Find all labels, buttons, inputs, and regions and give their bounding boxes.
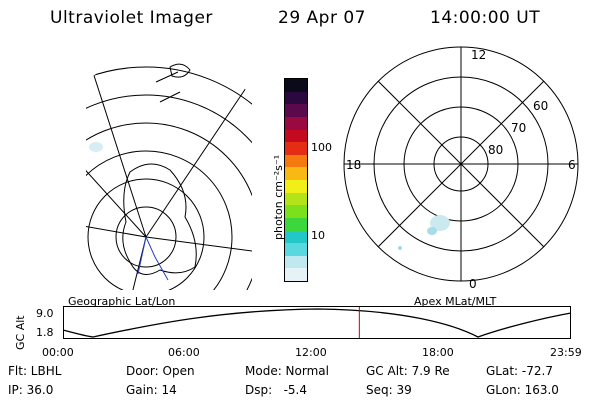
mlt-label-18: 18 — [346, 158, 361, 172]
info-ip: IP: 36.0 — [8, 383, 54, 397]
colorbar-segment — [285, 268, 307, 281]
time-label: 14:00:00 UT — [430, 8, 541, 28]
mlt-label-6: 6 — [568, 158, 576, 172]
geo-panel-label: Geographic Lat/Lon — [68, 295, 176, 308]
altitude-ytick-max: 9.0 — [36, 307, 54, 320]
polar-panel-label: Apex MLat/MLT — [414, 295, 497, 308]
info-glat: GLat: -72.7 — [486, 364, 553, 378]
altitude-ytick-min: 1.8 — [36, 326, 54, 339]
altitude-xtick-0: 00:00 — [42, 346, 74, 359]
colorbar-segment — [285, 104, 307, 117]
colorbar-segment — [285, 217, 307, 231]
colorbar-segment — [285, 230, 307, 244]
info-mode: Mode: Normal — [245, 364, 329, 378]
info-seq: Seq: 39 — [366, 383, 412, 397]
colorbar-tick-100: 100 — [311, 141, 332, 154]
colorbar-segment — [285, 192, 307, 206]
colorbar-segment — [285, 129, 307, 143]
info-door: Door: Open — [126, 364, 195, 378]
info-gain: Gain: 14 — [126, 383, 177, 397]
colorbar-segment — [285, 142, 307, 155]
colorbar — [284, 78, 308, 282]
mlt-label-12: 12 — [471, 48, 486, 62]
colorbar-segment — [285, 180, 307, 193]
altitude-xtick-3: 18:00 — [422, 346, 454, 359]
colorbar-segment — [285, 205, 307, 218]
colorbar-segment — [285, 79, 307, 92]
info-gc-alt: GC Alt: 7.9 Re — [366, 364, 450, 378]
mlat-label-70: 70 — [511, 121, 526, 135]
altitude-ylabel: GC Alt — [14, 315, 27, 350]
mlat-label-80: 80 — [488, 143, 503, 157]
colorbar-unit-label: photon cm⁻²s⁻¹ — [272, 154, 285, 240]
colorbar-tick-10: 10 — [311, 229, 325, 242]
date-label: 29 Apr 07 — [278, 8, 366, 28]
colorbar-segment — [285, 116, 307, 130]
mlt-label-0: 0 — [469, 277, 477, 290]
app-title: Ultraviolet Imager — [50, 8, 213, 28]
info-dsp: Dsp: -5.4 — [245, 383, 308, 397]
header: Ultraviolet Imager 29 Apr 07 14:00:00 UT — [0, 0, 600, 40]
geographic-map — [86, 50, 252, 290]
altitude-xtick-2: 12:00 — [295, 346, 327, 359]
polar-plot: 12 0 18 6 60 70 80 — [343, 46, 579, 290]
colorbar-segment — [285, 154, 307, 168]
colorbar-segment — [285, 91, 307, 105]
colorbar-segment — [285, 167, 307, 180]
mlat-label-60: 60 — [533, 99, 548, 113]
info-glon: GLon: 163.0 — [486, 383, 559, 397]
colorbar-segment — [285, 243, 307, 256]
colorbar-segment — [285, 255, 307, 269]
altitude-xtick-4: 23:59 — [550, 346, 582, 359]
info-flt: Flt: LBHL — [8, 364, 62, 378]
altitude-xtick-1: 06:00 — [168, 346, 200, 359]
altitude-plot — [63, 306, 572, 339]
